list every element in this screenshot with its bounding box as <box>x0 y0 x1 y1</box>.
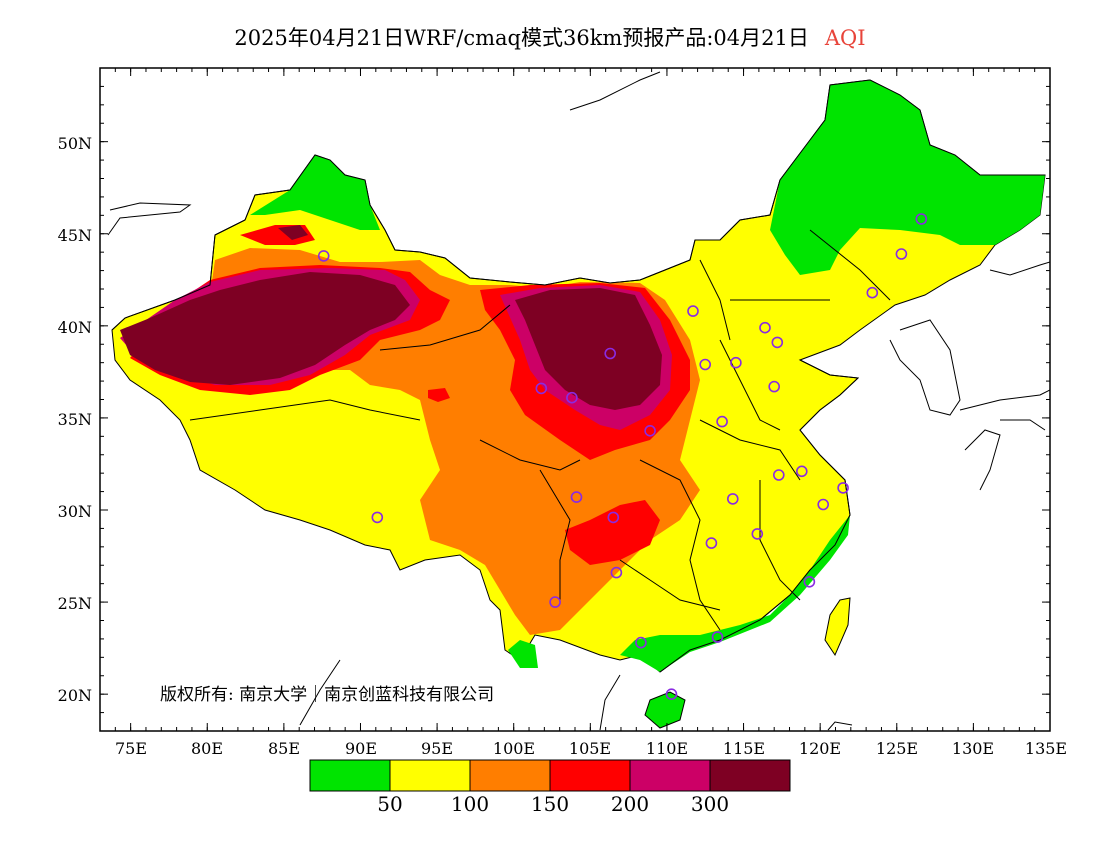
city-station-marker <box>549 596 561 608</box>
city-station-marker <box>751 528 764 540</box>
lon-tick-label: 110E <box>646 739 688 758</box>
legend-threshold: 50 <box>377 792 403 816</box>
lat-tick-label: 45N <box>58 226 92 245</box>
legend-threshold: 200 <box>610 792 650 816</box>
city-station-marker <box>607 511 620 524</box>
lat-tick-label: 35N <box>58 410 92 429</box>
city-station-marker <box>699 358 712 371</box>
city-station-marker <box>665 688 678 701</box>
lat-tick-label: 40N <box>58 318 92 337</box>
city-station-marker <box>726 493 739 505</box>
city-station-marker <box>371 511 384 524</box>
map-title: 2025年04月21日WRF/cmaq模式36km预报产品:04月21日 AQI <box>0 22 1100 52</box>
title-main: 2025年04月21日WRF/cmaq模式36km预报产品:04月21日 <box>234 26 809 50</box>
city-station-marker <box>644 424 656 437</box>
city-station-marker <box>772 469 785 481</box>
lat-tick-label: 25N <box>58 594 92 613</box>
city-station-marker <box>795 465 808 478</box>
lat-tick-label: 30N <box>58 502 92 521</box>
city-station-marker <box>771 336 784 349</box>
city-station-marker <box>604 347 617 360</box>
lon-tick-label: 90E <box>345 739 377 758</box>
city-station-marker <box>635 636 647 649</box>
station-markers <box>317 213 928 701</box>
legend-threshold: 300 <box>690 792 730 816</box>
legend-threshold: 100 <box>450 792 490 816</box>
city-station-marker <box>866 286 879 299</box>
copyright-notice: 版权所有: 南京大学｜南京创蓝科技有限公司 <box>160 685 495 705</box>
taiwan-island <box>824 597 851 657</box>
lon-tick-label: 85E <box>268 739 300 758</box>
legend-colorbar <box>309 759 791 792</box>
aqi-region-green-northwest <box>250 155 380 230</box>
city-station-marker <box>915 213 928 225</box>
city-station-marker <box>730 356 742 369</box>
city-station-marker <box>716 415 728 428</box>
city-station-marker <box>705 537 718 549</box>
title-pollutant: AQI <box>824 26 866 50</box>
aqi-region-maroon-taklimakan <box>120 272 410 385</box>
aqi-region-green-southwest <box>508 640 538 668</box>
city-station-marker <box>803 575 816 588</box>
lon-tick-label: 125E <box>876 739 918 758</box>
lon-tick-label: 135E <box>1025 739 1067 758</box>
aqi-region-green-south <box>620 515 850 672</box>
aqi-region-green-northeast <box>770 80 1045 275</box>
legend-swatch <box>309 759 391 792</box>
hainan-island <box>644 691 686 729</box>
lon-tick-label: 100E <box>493 739 535 758</box>
city-station-marker <box>610 566 623 579</box>
aqi-region-red-spot <box>428 388 450 402</box>
aqi-region-maroon-ordos <box>515 288 662 410</box>
lon-tick-label: 120E <box>799 739 841 758</box>
city-station-marker <box>759 321 771 334</box>
legend-swatch <box>629 759 711 792</box>
map-borders <box>107 71 1050 731</box>
city-station-marker <box>711 631 724 643</box>
lon-tick-label: 95E <box>421 739 453 758</box>
city-station-marker <box>768 380 781 393</box>
lon-tick-label: 75E <box>115 739 147 758</box>
y-axis-labels: 50N 45N 40N 35N 30N 25N 20N <box>58 134 92 705</box>
legend-swatch <box>389 759 471 792</box>
city-station-marker <box>895 248 908 260</box>
lon-tick-label: 130E <box>952 739 994 758</box>
legend-swatch <box>709 759 791 792</box>
map-plot-area <box>111 79 1046 729</box>
lat-tick-label: 20N <box>58 686 92 705</box>
x-axis-labels: 75E 80E 85E 90E 95E 100E 105E 110E 115E … <box>115 739 1067 758</box>
city-station-marker <box>817 498 830 511</box>
city-station-marker <box>566 391 578 404</box>
aqi-region-red-sichuan <box>565 500 660 565</box>
city-station-marker <box>687 305 699 317</box>
legend-swatch <box>549 759 631 792</box>
aqi-region-maroon-north <box>278 225 308 240</box>
city-station-marker <box>317 250 330 262</box>
axis-ticks <box>100 68 1051 731</box>
legend-swatch <box>469 759 551 792</box>
city-station-marker <box>535 382 548 395</box>
legend-threshold: 150 <box>530 792 570 816</box>
city-station-marker <box>837 482 849 494</box>
city-station-marker <box>570 491 583 503</box>
lon-tick-label: 115E <box>723 739 765 758</box>
lat-tick-label: 50N <box>58 134 92 153</box>
lon-tick-label: 105E <box>569 739 611 758</box>
lon-tick-label: 80E <box>191 739 223 758</box>
